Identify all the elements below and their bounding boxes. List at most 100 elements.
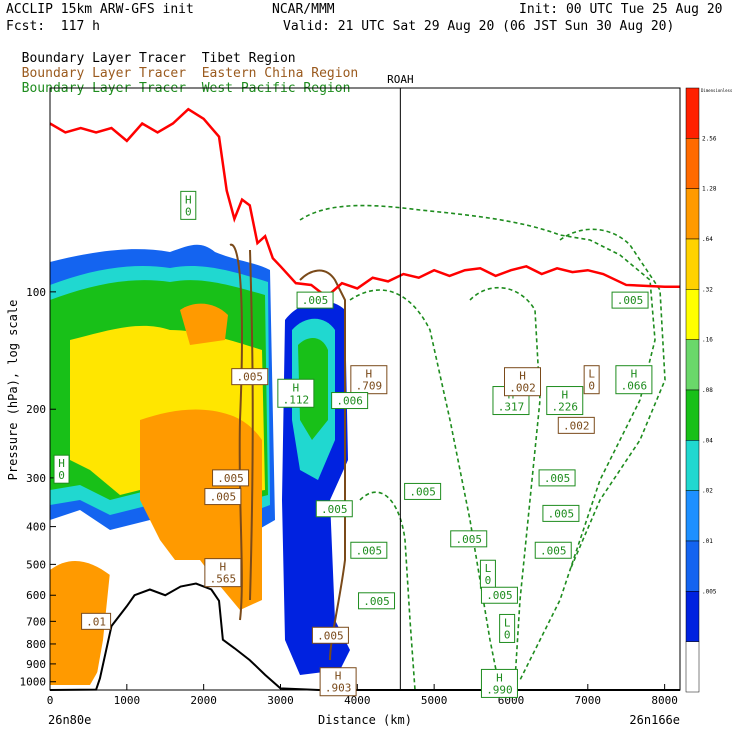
contour-label: .005 [611, 291, 649, 309]
colorbar-level-label: .32 [702, 286, 713, 293]
model-title: ACCLIP 15km ARW-GFS init [6, 2, 194, 17]
contour-label-text: .066 [621, 380, 648, 393]
contour-label: .005 [450, 530, 488, 548]
contour-label-text: H [220, 561, 227, 574]
x-end-label: 26n166e [629, 713, 680, 727]
colorbar: Dimensionless 2.56 1.28 .64 .32 .16 .08 .04 .02.… [685, 87, 733, 693]
contour-label-box [53, 454, 70, 484]
contour-label-box [331, 392, 369, 410]
contour-label-text: .01 [86, 615, 106, 628]
contour-label-text: 0 [485, 574, 492, 587]
colorbar-swatch [685, 339, 700, 391]
contour-label-text: .990 [486, 683, 513, 696]
contour-label: L0 [499, 613, 516, 643]
contour-label-text: L [588, 368, 595, 381]
y-tick-label: 300 [26, 472, 46, 485]
colorbar-level-label: .005 [702, 588, 717, 595]
contour-label-box [557, 416, 595, 434]
upper-orange-blob [180, 303, 228, 345]
contour-label: L0 [479, 559, 496, 589]
colorbar-level-label: .64 [702, 236, 713, 243]
contour-label-text: .005 [356, 544, 383, 557]
contour-label-text: 0 [504, 628, 511, 641]
contour-label: .005 [311, 626, 349, 644]
contour-label-text: .565 [210, 573, 237, 586]
x-tick-label: 8000 [651, 694, 678, 707]
contour-label-box [480, 586, 518, 604]
terrain-fill [50, 565, 680, 690]
contour-label: .006 [331, 392, 369, 410]
west-pacific-contour-4 [559, 228, 666, 571]
valid-time: Valid: 21 UTC Sat 29 Aug 20 (06 JST Sun … [283, 19, 675, 34]
contour-label-text: .005 [544, 472, 571, 485]
y-tick-label: 200 [26, 403, 46, 416]
contour-label-text: .005 [540, 544, 567, 557]
contour-label-text: .005 [548, 507, 575, 520]
contour-label-box [611, 291, 649, 309]
colorbar-swatch [685, 540, 700, 592]
contour-label: .01 [81, 612, 112, 630]
contour-label: H.990 [480, 668, 518, 698]
contour-label-text: H [366, 368, 373, 381]
contour-label-text: H [496, 671, 503, 684]
contour-label: H.565 [204, 558, 242, 588]
contour-label: .005 [404, 482, 442, 500]
contour-label-text: H [58, 457, 65, 470]
tracer-name: Boundary Layer Tracer [21, 51, 187, 66]
contour-label: H.112 [277, 378, 315, 408]
colorbar-level-label: .01 [702, 538, 713, 545]
colorbar-level-label: .16 [702, 337, 713, 344]
init-time: Init: 00 UTC Tue 25 Aug 20 [519, 2, 723, 17]
contour-label-text: .005 [321, 503, 348, 516]
contour-label-box [358, 592, 396, 610]
colorbar-swatch [685, 641, 700, 693]
west-pacific-contour-3 [359, 491, 416, 690]
contour-label: .005 [231, 368, 269, 386]
colorbar-swatch [685, 138, 700, 189]
colorbar-level-label: 2.56 [702, 135, 717, 142]
colorbar-swatch [685, 389, 700, 441]
contour-label-text: H [185, 193, 192, 206]
contour-label-text: 0 [58, 469, 65, 482]
contour-label: H0 [180, 190, 197, 220]
contour-label-text: .709 [356, 380, 383, 393]
plot-frame [49, 87, 681, 691]
contour-label-text: 0 [588, 380, 595, 393]
contour-label-box [583, 365, 600, 395]
y-axis-title: Pressure (hPa), log scale [6, 300, 20, 481]
x-tick-label: 5000 [421, 694, 448, 707]
contour-label-box [315, 500, 353, 518]
org-label: NCAR/MMM [272, 2, 335, 17]
contour-label-text: .903 [325, 682, 352, 695]
x-tick-label: 1000 [114, 694, 141, 707]
x-start-label: 26n80e [48, 713, 91, 727]
tracer-name: Boundary Layer Tracer [21, 66, 187, 81]
contour-label-text: H [335, 670, 342, 683]
lowlevel-orange [50, 560, 110, 685]
x-tick-label: 4000 [344, 694, 371, 707]
contour-label: .005 [315, 500, 353, 518]
y-tick-label: 400 [26, 521, 46, 534]
contour-label-text: .006 [336, 395, 363, 408]
contour-label-box [277, 378, 315, 408]
roah-marker-label: ROAH [387, 73, 414, 86]
contour-label-box [204, 558, 242, 588]
y-tick-label: 800 [26, 638, 46, 651]
contour-label-text: .005 [486, 589, 513, 602]
contour-label-box [504, 367, 541, 397]
x-axis-ticks: 0 1000 2000 3000 4000 5000 6000 7000 8000 [47, 684, 678, 707]
contour-label: H.226 [546, 386, 584, 416]
colorbar-swatch [685, 87, 700, 139]
contour-label-box [319, 667, 357, 697]
contour-label-box [538, 469, 576, 487]
x-tick-label: 7000 [575, 694, 602, 707]
contour-label-text: .002 [509, 382, 536, 395]
y-axis-ticks: 100 200 300 400 500 600 700 800 900 1000 [20, 286, 56, 689]
contour-label: H0 [53, 454, 70, 484]
contour-label-box [534, 541, 572, 559]
contour-label-box [311, 626, 349, 644]
colorbar-swatch [685, 591, 700, 642]
contour-label-text: .226 [552, 401, 579, 414]
contour-label-text: L [485, 562, 492, 575]
contour-label-box [350, 365, 388, 395]
